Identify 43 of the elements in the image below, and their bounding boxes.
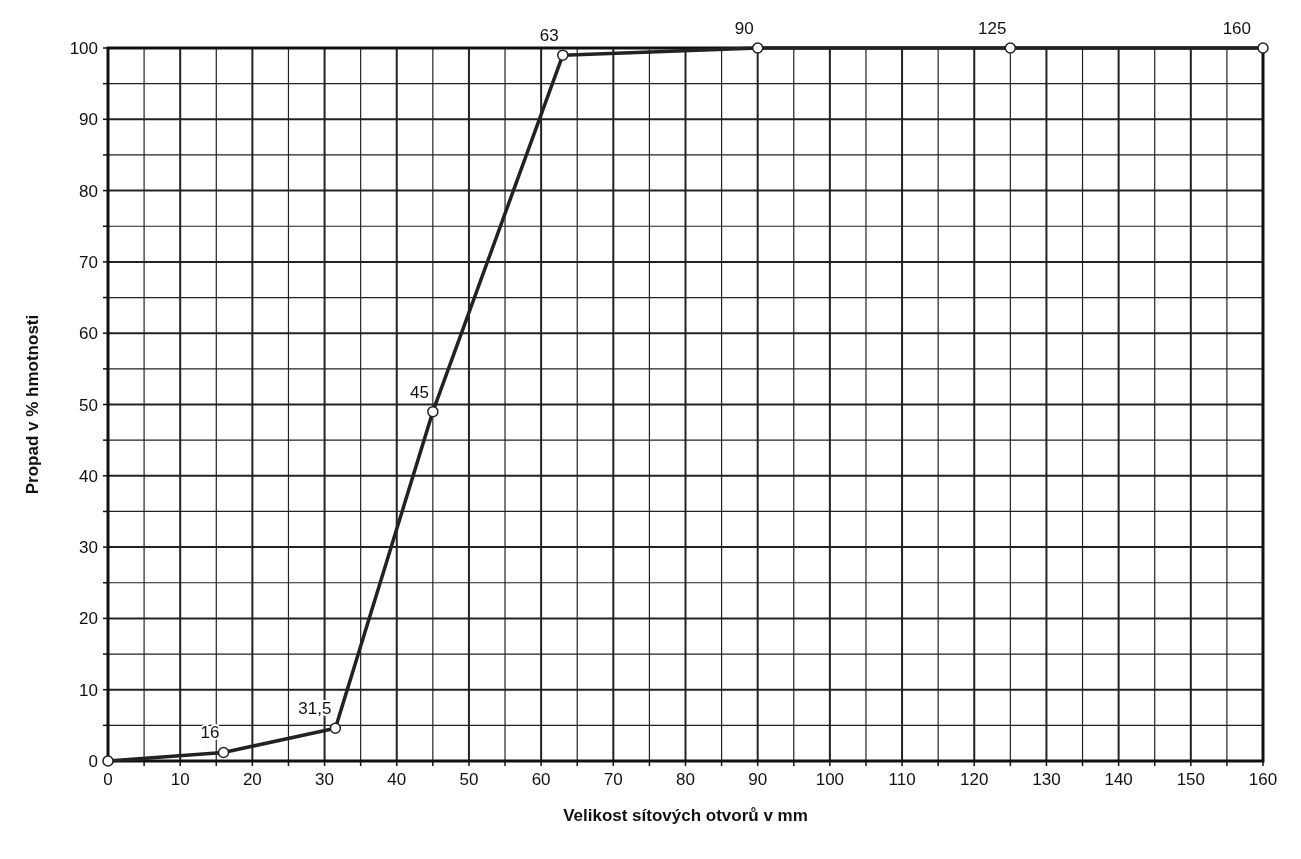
x-tick-label: 10: [170, 770, 190, 789]
y-tick-label: 50: [79, 395, 98, 415]
point: [1257, 42, 1269, 54]
x-tick-label: 50: [459, 770, 479, 789]
y-tick-label: 100: [69, 39, 98, 58]
x-tick-label: 140: [1104, 770, 1133, 789]
point: [557, 49, 569, 61]
y-tick-label: 10: [79, 680, 98, 700]
y-tick-label: 20: [79, 609, 98, 629]
x-tick-label: 160: [1248, 770, 1278, 789]
x-tick-label: 40: [387, 770, 407, 789]
point: [217, 746, 230, 759]
y-tick-label: 60: [79, 324, 98, 344]
x-tick-label: 30: [315, 770, 335, 789]
y-tick-label: 70: [79, 252, 98, 272]
x-tick-label: 0: [103, 770, 113, 789]
annotation: 125: [977, 19, 1007, 38]
y-tick-label: 30: [79, 538, 98, 558]
point: [1004, 42, 1017, 54]
x-tick-label: 100: [815, 770, 845, 789]
x-tick-label: 130: [1032, 770, 1061, 789]
y-tick-label: 80: [79, 181, 98, 201]
x-tick-label: 90: [748, 770, 768, 789]
point: [427, 405, 439, 418]
x-axis-title: Velikost sítových otvorů v mm: [563, 806, 808, 825]
y-tick-label: 40: [79, 466, 98, 486]
y-axis-title: Propad v % hmotnosti: [23, 314, 42, 495]
x-tick-label: 120: [960, 770, 989, 789]
y-tick-label: 0: [88, 752, 98, 771]
x-tick-label: 110: [888, 770, 916, 789]
x-tick-label: 80: [676, 770, 695, 789]
x-tick-label: 60: [531, 770, 551, 789]
annotation: 160: [1222, 19, 1251, 38]
y-tick-label: 90: [79, 110, 98, 130]
x-tick-label: 150: [1176, 770, 1205, 789]
x-tick-label: 70: [603, 770, 623, 789]
point: [751, 42, 764, 54]
annotation: 45: [409, 382, 429, 402]
point: [102, 755, 114, 767]
annotation: 90: [734, 19, 754, 38]
x-tick-label: 20: [242, 770, 262, 789]
point: [329, 722, 342, 734]
annotation: 63: [539, 26, 559, 46]
